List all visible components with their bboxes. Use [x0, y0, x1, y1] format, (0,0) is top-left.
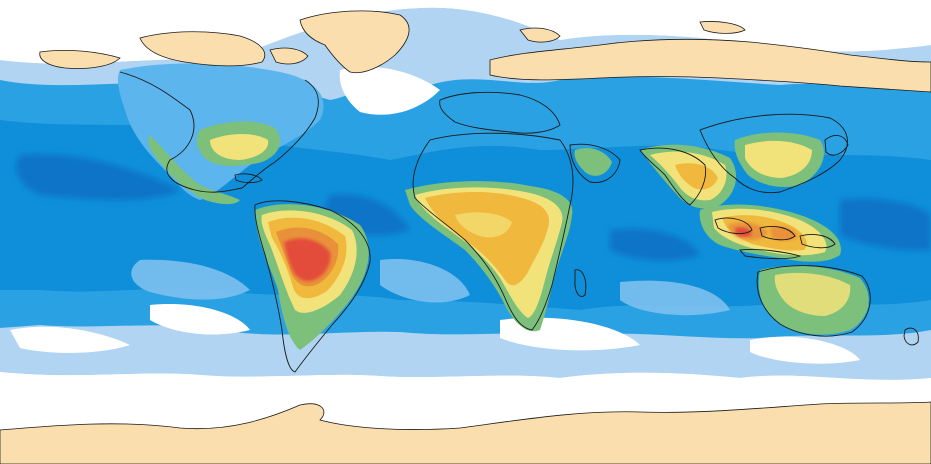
south-america-peak: [284, 238, 331, 282]
coast-africa: [412, 132, 574, 331]
ice-land: [0, 10, 931, 464]
coast-europe: [439, 91, 561, 134]
coast-north-america: [119, 71, 319, 193]
svalbard: [519, 21, 746, 43]
ocean-darker-patches: [16, 154, 931, 261]
coast-india: [639, 147, 707, 206]
coast-arabia: [569, 143, 621, 183]
land-fields: [117, 63, 869, 350]
arctic-islands: [39, 31, 309, 69]
coast-south-america: [254, 200, 371, 373]
coast-caribbean: [234, 173, 263, 184]
africa-light-yellow: [455, 212, 512, 238]
ocean-south-light: [131, 259, 731, 316]
australia-yellow: [774, 272, 851, 316]
coastlines: [119, 71, 919, 373]
antarctica: [0, 401, 931, 464]
south-white-gaps: [10, 304, 860, 364]
coast-indonesia: [714, 217, 836, 260]
greenland: [299, 10, 410, 74]
northern-eurasia: [489, 38, 931, 93]
coast-new-zealand: [903, 327, 919, 346]
coast-east-asia: [699, 113, 848, 194]
maritime-red: [735, 227, 752, 237]
north-atlantic-white: [339, 66, 440, 115]
east-asia-yellow: [745, 140, 812, 178]
north-america-yellow: [210, 134, 269, 160]
south-asia-orange: [675, 163, 718, 190]
coast-japan: [824, 134, 849, 156]
coast-australia: [756, 265, 871, 337]
middle-east-green: [574, 148, 612, 176]
coast-madagascar: [574, 269, 587, 297]
